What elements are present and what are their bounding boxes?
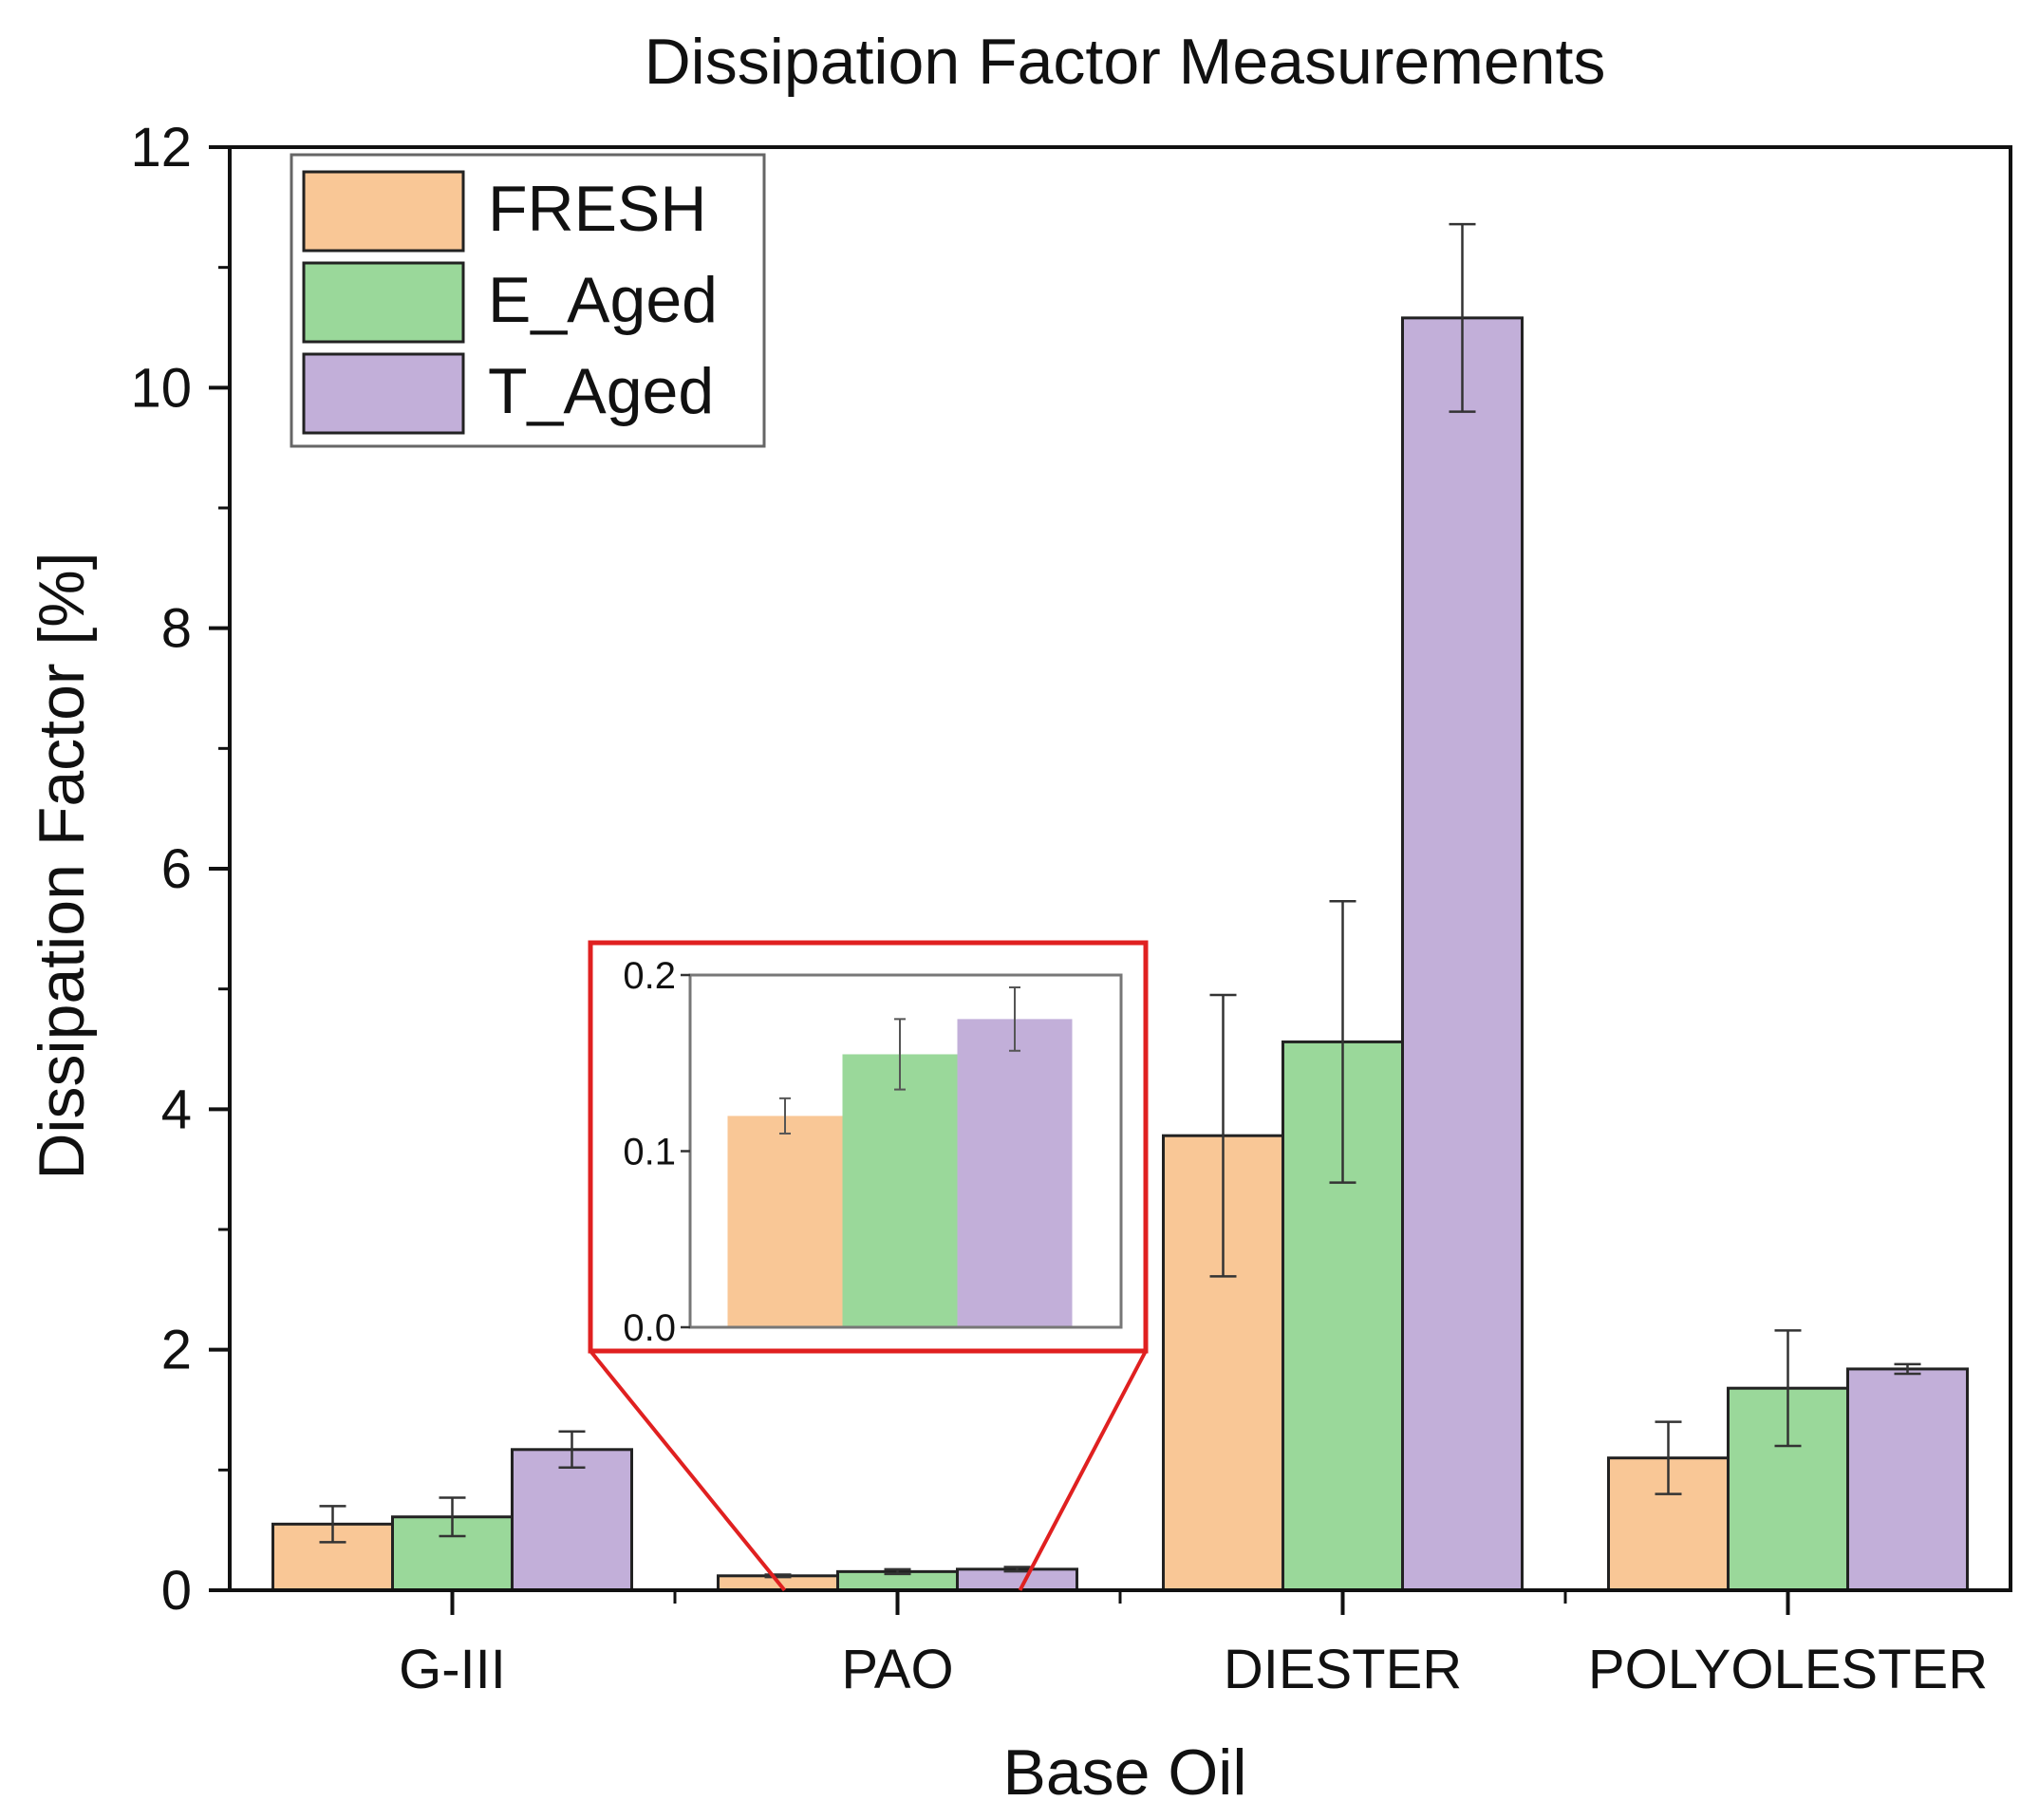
x-tick-label-pao: PAO bbox=[841, 1639, 953, 1700]
inset-error-bar-t-aged bbox=[1009, 985, 1020, 1052]
error-bar-diester-t-aged bbox=[1449, 222, 1476, 413]
error-bar-pao-t-aged bbox=[1003, 1566, 1031, 1573]
y-tick-label: 2 bbox=[161, 1320, 192, 1381]
error-bar-polyolester-e-aged bbox=[1774, 1329, 1802, 1448]
inset-y-tick-label: 0.0 bbox=[623, 1307, 676, 1349]
x-tick-label-diester: DIESTER bbox=[1224, 1639, 1462, 1700]
y-tick-label: 12 bbox=[130, 117, 192, 178]
error-bar-g-iii-t-aged bbox=[558, 1430, 586, 1470]
inset-bar-t-aged bbox=[957, 1019, 1073, 1327]
inset-error-bar-e-aged bbox=[894, 1018, 906, 1091]
y-tick-label: 8 bbox=[161, 598, 192, 660]
error-bar-pao-e-aged bbox=[884, 1567, 911, 1576]
x-axis-title: Base Oil bbox=[1003, 1736, 1247, 1809]
error-bar-diester-e-aged bbox=[1329, 899, 1356, 1184]
legend-label-t-aged: T_Aged bbox=[488, 355, 714, 427]
inset-connector-right bbox=[1018, 1350, 1148, 1591]
error-bar-polyolester-t-aged bbox=[1894, 1362, 1921, 1376]
bar-diester-t-aged bbox=[1401, 316, 1524, 1592]
y-tick-label: 10 bbox=[130, 357, 192, 419]
x-tick-label-g-iii: G-III bbox=[399, 1639, 506, 1700]
legend-label-e-aged: E_Aged bbox=[488, 264, 718, 336]
inset-bar-fresh bbox=[727, 1116, 843, 1327]
y-tick-label: 0 bbox=[161, 1560, 192, 1622]
error-bars-layer bbox=[319, 222, 1921, 1579]
error-bar-polyolester-fresh bbox=[1655, 1420, 1682, 1495]
inset-y-tick-label: 0.1 bbox=[623, 1132, 676, 1173]
axes-layer: 0 2 4 6 8 10 12 G-III PAO DIESTER POLYOLESTER bbox=[130, 117, 2012, 1700]
chart-title: Dissipation Factor Measurements bbox=[645, 26, 1606, 98]
legend-swatch-e-aged bbox=[302, 261, 465, 344]
inset-error-bar-fresh bbox=[779, 1097, 791, 1135]
legend: FRESH E_Aged T_Aged bbox=[290, 153, 766, 448]
y-axis-title: Dissipation Factor [%] bbox=[26, 552, 98, 1179]
bar-g-iii-t-aged bbox=[511, 1448, 633, 1592]
x-tick-label-polyolester: POLYOLESTER bbox=[1588, 1639, 1988, 1700]
legend-swatch-fresh bbox=[302, 170, 465, 253]
inset-plot: 0.0 0.1 0.2 bbox=[588, 940, 1149, 1592]
bar-polyolester-t-aged bbox=[1846, 1367, 1969, 1592]
legend-label-fresh: FRESH bbox=[488, 173, 706, 245]
inset-connector-left bbox=[589, 1349, 787, 1592]
error-bar-diester-fresh bbox=[1209, 993, 1237, 1278]
error-bar-pao-fresh bbox=[764, 1573, 792, 1579]
inset-y-tick-label: 0.2 bbox=[623, 955, 676, 997]
error-bar-g-iii-fresh bbox=[319, 1505, 346, 1544]
y-tick-label: 4 bbox=[161, 1079, 192, 1140]
bars-layer bbox=[271, 316, 1969, 1592]
legend-swatch-t-aged bbox=[302, 352, 465, 435]
error-bar-g-iii-e-aged bbox=[439, 1496, 466, 1538]
inset-bar-e-aged bbox=[842, 1054, 958, 1327]
y-tick-label: 6 bbox=[161, 838, 192, 900]
